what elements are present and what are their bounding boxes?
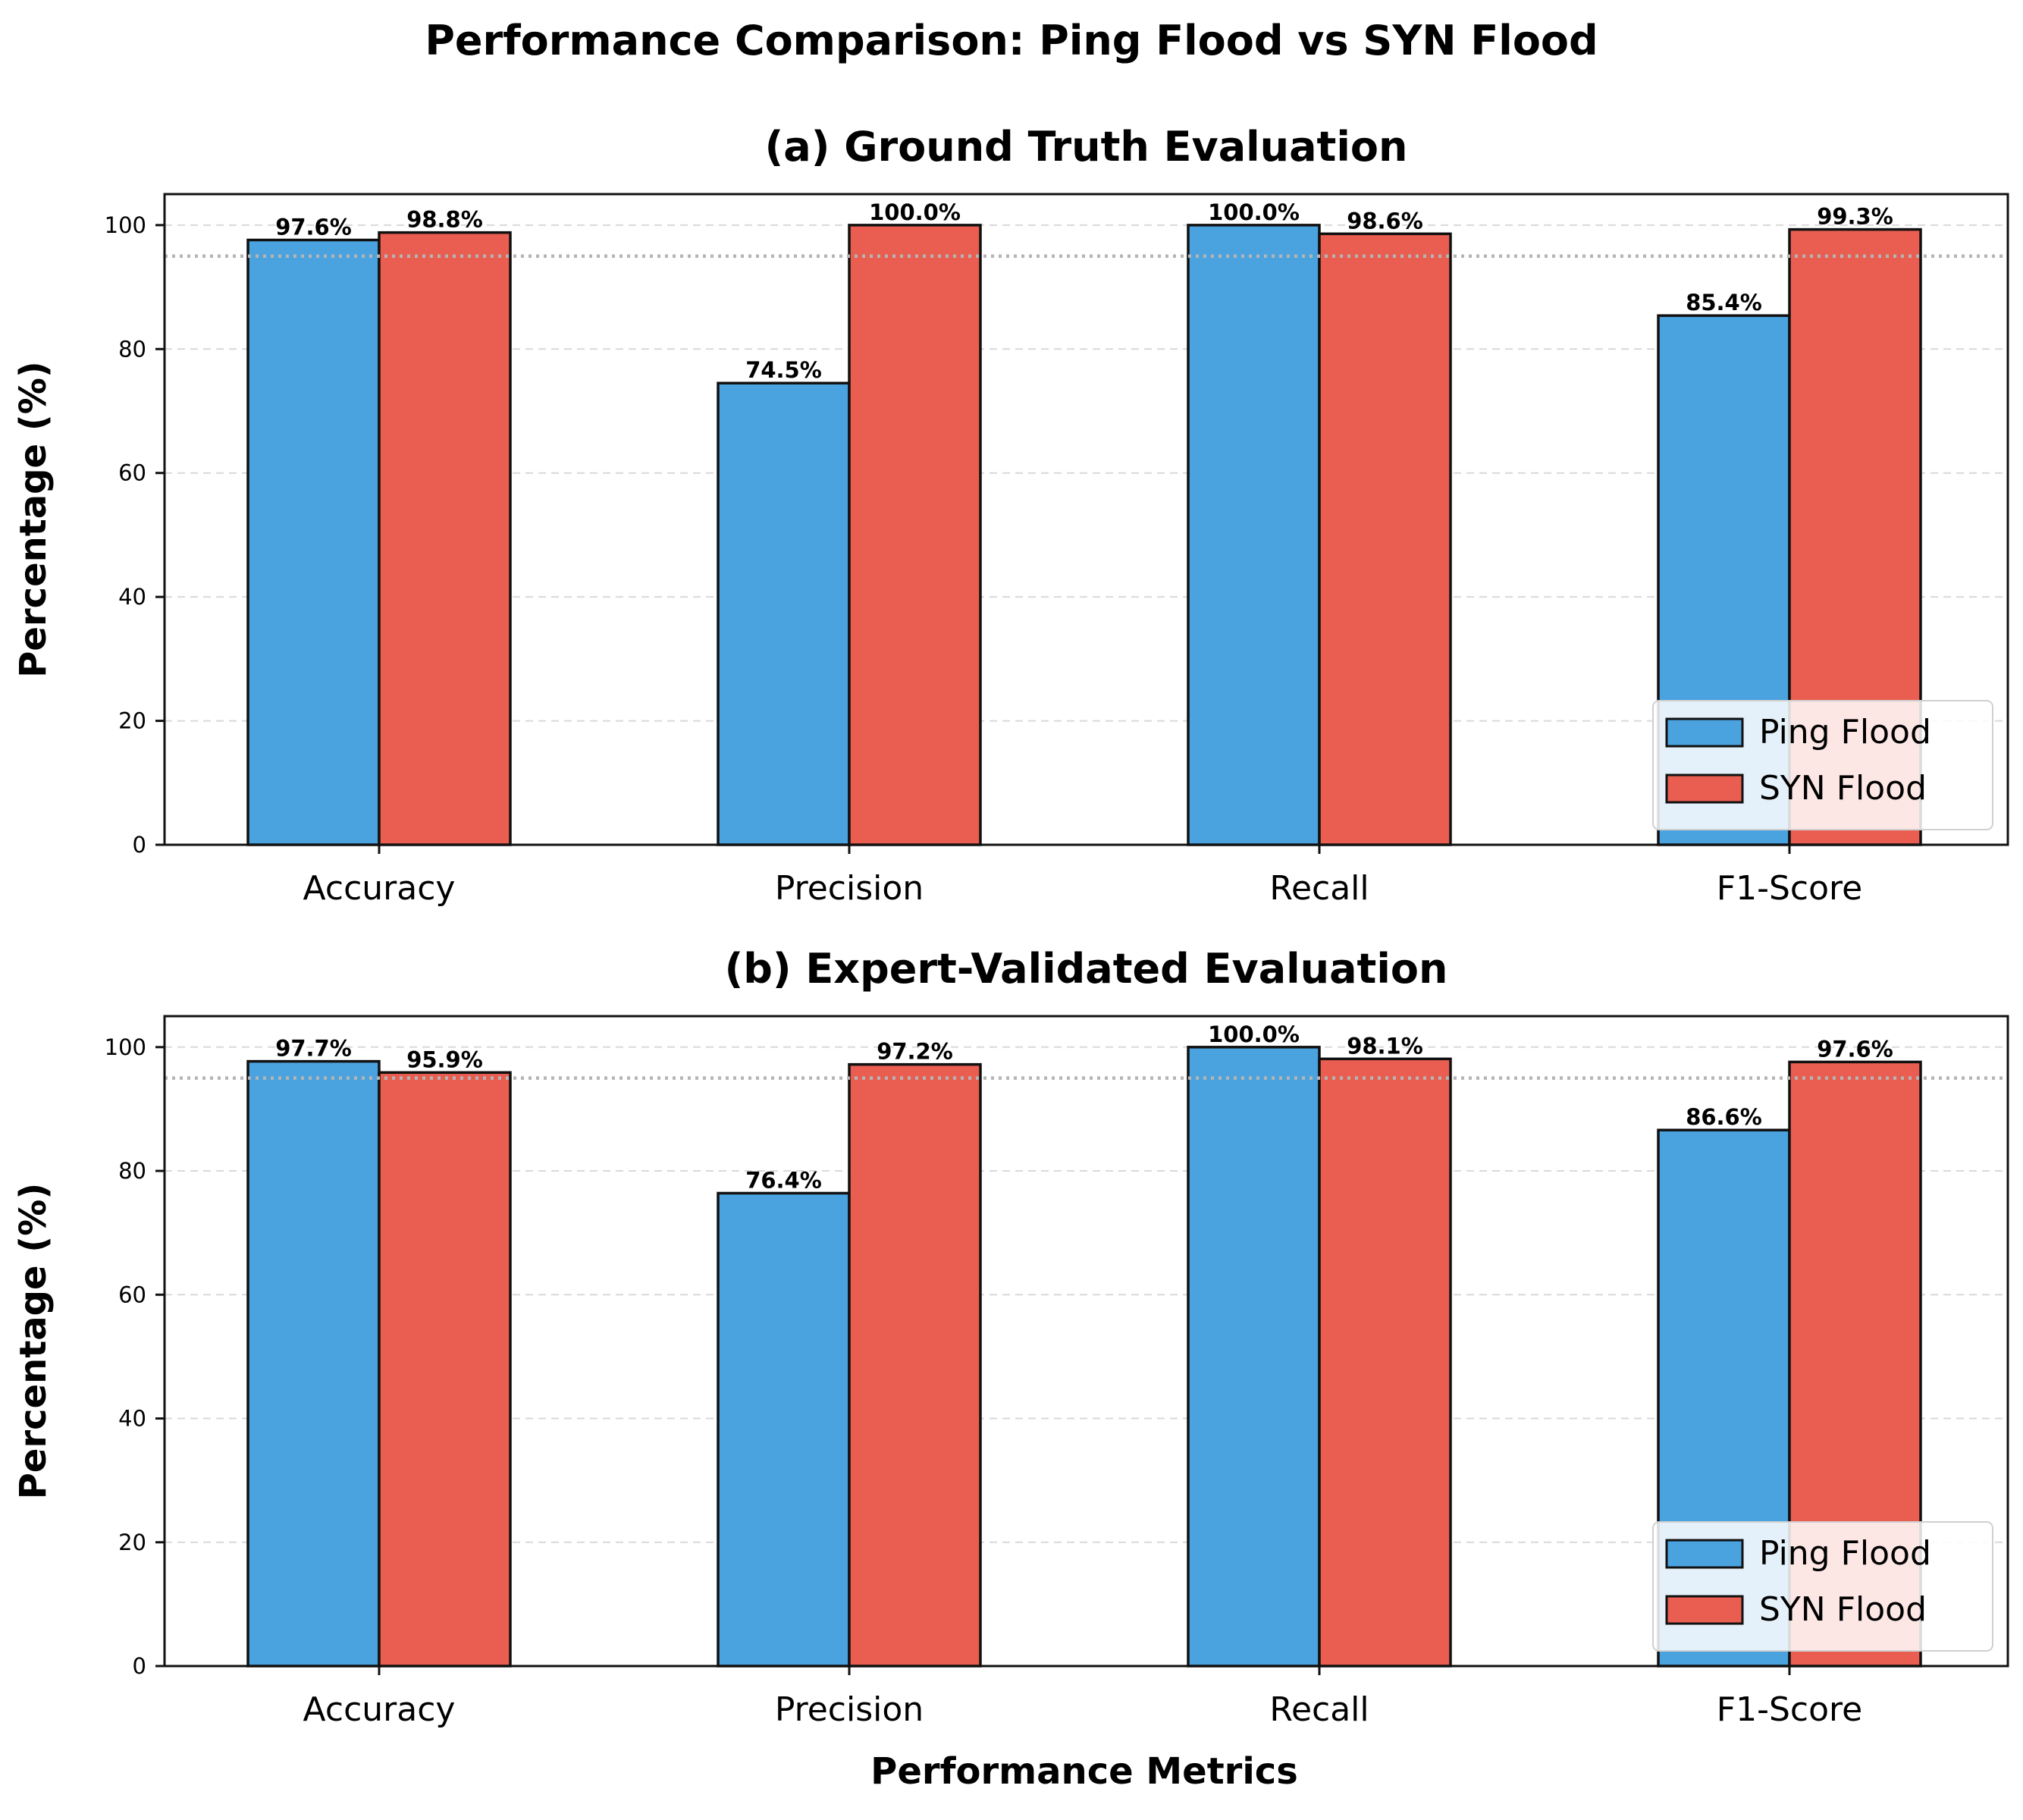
- y-tick-label: 20: [118, 1530, 146, 1555]
- panel-title: (b) Expert-Validated Evaluation: [725, 945, 1448, 993]
- data-label: 99.3%: [1817, 204, 1893, 230]
- y-tick-label: 100: [105, 212, 146, 238]
- x-tick-label: Precision: [775, 869, 924, 908]
- data-label: 74.5%: [745, 357, 822, 383]
- panel-a: (a) Ground Truth Evaluation 97.6% 74.5% 100…: [12, 123, 2009, 908]
- legend-label: Ping Flood: [1759, 713, 1931, 752]
- y-tick-label: 80: [118, 1158, 146, 1184]
- bar-ping-precision: [717, 1191, 851, 1668]
- panel-b: (b) Expert-Validated Evaluation 97.7% 76.4…: [12, 945, 2009, 1729]
- data-label: 95.9%: [406, 1046, 483, 1072]
- y-axis-label: Percentage (%): [12, 1183, 55, 1500]
- data-label: 98.6%: [1347, 208, 1423, 234]
- x-tick-label: Precision: [775, 1690, 924, 1729]
- data-label: 100.0%: [1208, 199, 1300, 225]
- data-label: 100.0%: [869, 199, 961, 225]
- bar-ping-accuracy: [246, 1059, 381, 1668]
- panels-layer: (a) Ground Truth Evaluation 97.6% 74.5% 100…: [12, 123, 2009, 1729]
- data-label: 76.4%: [745, 1167, 822, 1193]
- x-axis-label: Performance Metrics: [870, 1750, 1298, 1793]
- bar-ping-recall: [1187, 224, 1321, 846]
- data-label: 97.2%: [877, 1039, 953, 1065]
- plot-frame: [163, 1015, 2009, 1668]
- bar-ping-recall: [1187, 1046, 1321, 1668]
- bar-syn-precision: [848, 224, 982, 846]
- y-tick-label: 40: [118, 1406, 146, 1432]
- legend-swatch-ping: [1665, 1539, 1744, 1569]
- y-tick-label: 40: [118, 584, 146, 610]
- y-tick-label: 0: [133, 1653, 146, 1679]
- figure-title: Performance Comparison: Ping Flood vs SY…: [425, 17, 1598, 64]
- y-tick-label: 60: [118, 1282, 146, 1307]
- data-label: 85.4%: [1686, 290, 1762, 315]
- plot-frame: [163, 193, 2009, 846]
- legend-swatch-syn: [1665, 774, 1744, 804]
- y-tick-label: 60: [118, 460, 146, 486]
- x-tick-label: Recall: [1269, 869, 1369, 908]
- data-label: 98.8%: [406, 207, 483, 233]
- data-label: 86.6%: [1686, 1104, 1762, 1130]
- x-tick-label: Accuracy: [303, 869, 456, 908]
- legend-label: Ping Flood: [1759, 1534, 1931, 1573]
- y-tick-label: 0: [133, 832, 146, 858]
- bar-syn-accuracy: [378, 231, 512, 846]
- x-tick-label: F1-Score: [1717, 1690, 1862, 1729]
- data-label: 98.1%: [1347, 1033, 1423, 1059]
- legend-swatch-syn: [1665, 1595, 1744, 1625]
- x-tick-label: F1-Score: [1717, 869, 1862, 908]
- data-label: 97.6%: [275, 214, 352, 240]
- legend: Ping Flood SYN Flood: [1652, 1521, 1993, 1652]
- data-label: 100.0%: [1208, 1021, 1300, 1047]
- bar-syn-precision: [848, 1062, 982, 1668]
- bar-syn-recall: [1318, 232, 1452, 846]
- bar-ping-precision: [717, 381, 851, 846]
- legend-label: SYN Flood: [1759, 769, 1927, 808]
- legend: Ping Flood SYN Flood: [1652, 700, 1993, 830]
- data-label: 97.6%: [1817, 1036, 1893, 1062]
- data-label: 97.7%: [275, 1036, 352, 1062]
- x-tick-label: Recall: [1269, 1690, 1369, 1729]
- y-tick-label: 80: [118, 336, 146, 362]
- y-tick-label: 20: [118, 708, 146, 734]
- y-tick-label: 100: [105, 1034, 146, 1060]
- bar-syn-recall: [1318, 1057, 1452, 1668]
- legend-label: SYN Flood: [1759, 1590, 1927, 1629]
- y-axis-label: Percentage (%): [12, 361, 55, 678]
- bar-syn-accuracy: [378, 1071, 512, 1668]
- panel-title: (a) Ground Truth Evaluation: [765, 123, 1408, 171]
- x-tick-label: Accuracy: [303, 1690, 456, 1729]
- bar-ping-accuracy: [246, 238, 381, 846]
- legend-swatch-ping: [1665, 717, 1744, 748]
